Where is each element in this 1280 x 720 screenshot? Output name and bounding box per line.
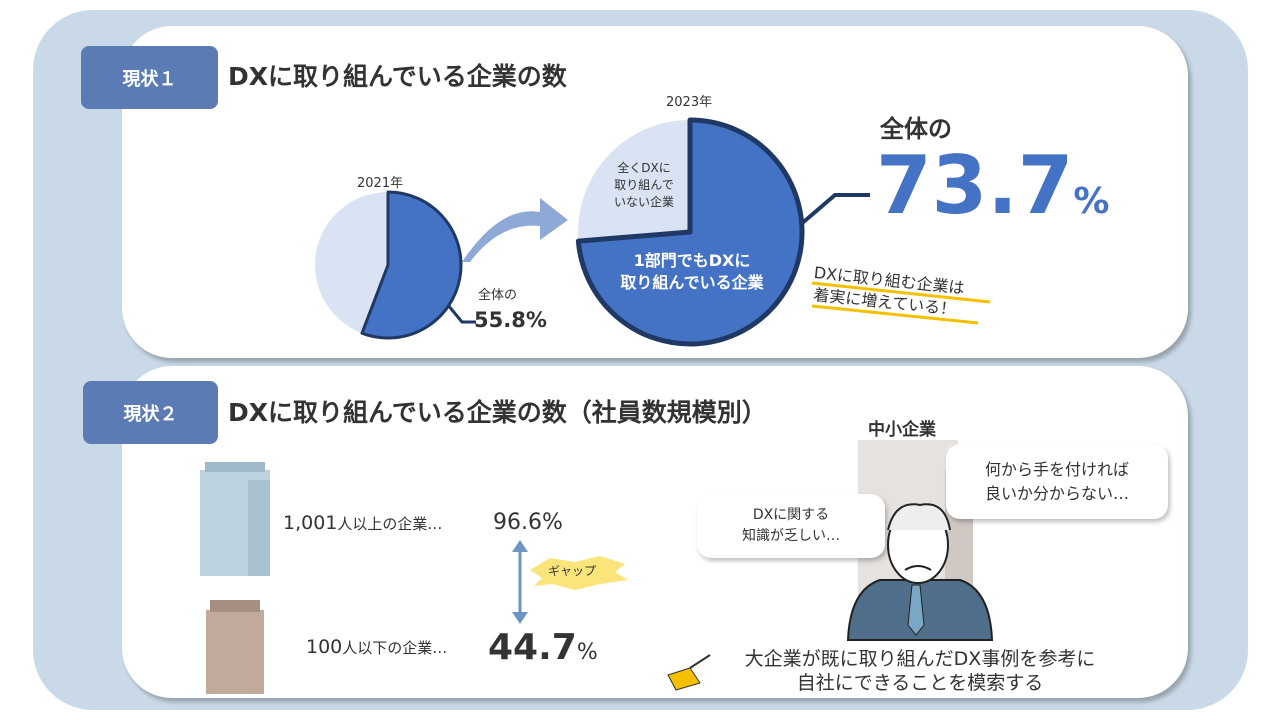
small-building-icon [206,600,264,694]
section-2-title: DXに取り組んでいる企業の数（社員数規模別） [228,398,767,427]
big-stat-value: 73.7% [876,139,1110,232]
highlight-line [811,281,991,304]
year-2023-label: 2023年 [666,95,713,110]
pie-slice [314,192,388,334]
sme-label: 中小企業 [868,420,936,440]
speech-bubble-right: 何から手を付ければ 良いか分からない… [946,444,1168,519]
pie-2021-value: 55.8% [474,308,547,332]
gap-label: ギャップ [548,564,597,578]
large-building-icon [200,462,270,576]
large-company-label: 1,001人以上の企業… [283,512,443,534]
gap-burst-shape [530,556,628,590]
pie-2023 [575,117,805,347]
arrow-icon [462,198,568,262]
pie-slice [360,190,463,340]
large-company-value: 96.6% [493,510,563,535]
pointing-hand-icon [667,654,711,691]
year-2021-label: 2021年 [357,176,404,191]
small-company-label: 100人以下の企業… [306,636,448,658]
pie-2021 [314,190,463,340]
panel-status-2 [122,366,1188,698]
big-stat-prefix: 全体の [880,115,952,143]
gap-arrow-icon [512,540,528,624]
status-2-tag: 現状２ [83,381,218,444]
worried-businessman-illustration [846,503,994,641]
status-1-tag: 現状１ [81,46,218,109]
pie-slice [575,117,805,347]
leader-line-2021 [446,304,476,324]
not-doing-label: 全くDXに 取り組んで いない企業 [613,161,674,209]
leader-line-2023 [798,193,870,227]
pie-2021-prefix: 全体の [478,288,518,303]
conclusion-text: 大企業が既に取り組んだDX事例を参考に 自社にできることを模索する [744,648,1096,694]
section-1-title: DXに取り組んでいる企業の数 [228,62,567,91]
pie-slice [577,120,690,242]
highlight-line [811,304,979,325]
doing-label: 1部門でもDXに 取り組んでいる企業 [620,251,764,293]
speech-bubble-left: DXに関する 知識が乏しい… [697,494,885,558]
small-company-value: 44.7% [488,627,598,668]
